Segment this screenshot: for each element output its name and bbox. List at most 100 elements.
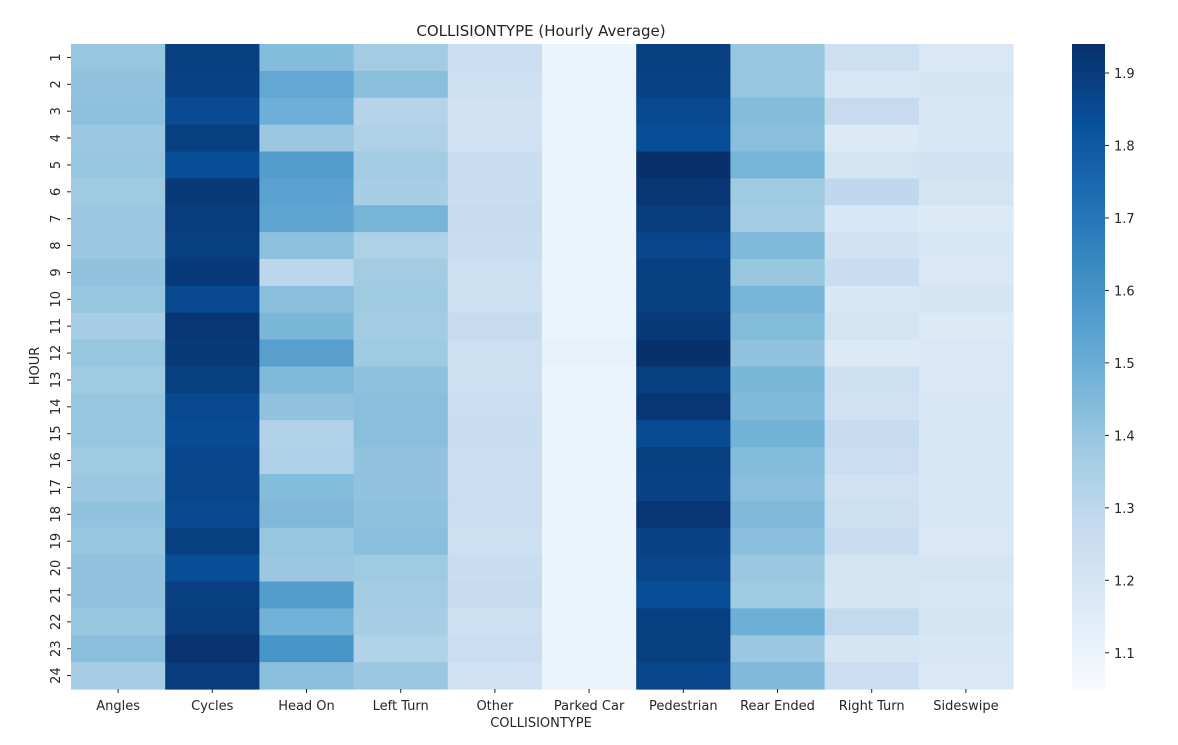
heatmap-cell [824,662,920,690]
heatmap-cell [824,366,920,394]
heatmap-cell [542,420,637,448]
x-tick-label: Sideswipe [933,699,998,714]
heatmap-cell [447,124,543,153]
heatmap-cell [542,259,637,287]
x-tick-label: Right Turn [839,699,905,714]
heatmap-cell [447,259,543,287]
heatmap-cell [730,70,826,99]
heatmap-cell [447,635,543,663]
heatmap-cell [353,339,449,368]
heatmap-cell [353,447,449,475]
heatmap-cell [71,178,166,206]
heatmap-cell [165,339,260,368]
heatmap-cell [353,70,449,99]
x-tick-label: Parked Car [554,699,625,714]
heatmap-cell [447,205,543,233]
heatmap-cell [542,500,637,529]
heatmap-cell [165,662,260,690]
heatmap-cell [71,366,166,394]
heatmap-cell [165,259,260,287]
heatmap-cell [353,124,449,153]
heatmap-cell [636,635,731,663]
heatmap-cell [165,151,260,179]
heatmap-cell [918,312,1014,341]
x-tick-label: Rear Ended [740,699,815,714]
y-tick-label: 14 [49,399,64,416]
heatmap-cell [353,500,449,529]
heatmap-cell [259,420,355,448]
heatmap-cell [824,500,920,529]
heatmap-cell [918,178,1014,206]
heatmap-cell [353,285,449,314]
heatmap-cell [636,662,731,690]
heatmap-cell [447,44,543,72]
y-tick-label: 17 [49,479,64,496]
heatmap-cell [730,232,826,260]
heatmap-cell [353,635,449,663]
heatmap-cell [542,662,637,690]
heatmap-cell [71,581,166,609]
heatmap-cell [730,205,826,233]
y-tick-label: 7 [49,215,64,223]
heatmap-cell [730,554,826,583]
heatmap-cell [824,259,920,287]
heatmap-cell [824,285,920,314]
heatmap-cell [542,97,637,126]
heatmap-cell [353,44,449,72]
heatmap-cell [824,151,920,179]
heatmap-cell [730,178,826,206]
heatmap-cell [259,339,355,368]
heatmap-cell [542,554,637,583]
y-tick-label: 1 [49,53,64,61]
heatmap-cell [918,366,1014,394]
heatmap-cell [918,97,1014,126]
heatmap-cell [447,554,543,583]
heatmap-cell [447,285,543,314]
y-tick-label: 2 [49,80,64,88]
heatmap-cell [918,447,1014,475]
heatmap-cell [259,70,355,99]
y-tick-label: 16 [49,452,64,469]
heatmap-cell [165,527,260,556]
heatmap-cell [447,97,543,126]
heatmap-cell [259,285,355,314]
heatmap-cell [542,232,637,260]
heatmap-cell [636,205,731,233]
heatmap-cell [165,44,260,72]
heatmap-cell [636,500,731,529]
y-tick-label: 5 [49,161,64,169]
heatmap-cell [353,366,449,394]
y-tick-label: 6 [49,188,64,196]
heatmap-cell [824,312,920,341]
heatmap-cell [636,393,731,421]
colorbar-tick-label: 1.4 [1114,429,1135,444]
heatmap-cell [636,474,731,502]
heatmap-cell [165,205,260,233]
heatmap-cell [353,554,449,583]
y-tick-label: 11 [49,318,64,335]
heatmap-cell [259,232,355,260]
heatmap-cell [71,527,166,556]
heatmap-cell [353,205,449,233]
heatmap-cell [636,312,731,341]
y-tick-label: 20 [49,560,64,577]
heatmap-cell [730,500,826,529]
heatmap-cell [71,205,166,233]
heatmap-cell [165,447,260,475]
heatmap-cell [542,474,637,502]
heatmap-cell [447,178,543,206]
x-tick-label: Cycles [191,699,234,714]
heatmap-cells [71,44,1014,690]
heatmap-cell [165,474,260,502]
heatmap-cell [918,285,1014,314]
heatmap-cell [259,554,355,583]
heatmap-cell [824,70,920,99]
heatmap-cell [71,259,166,287]
heatmap-cell [71,151,166,179]
heatmap-cell [165,124,260,153]
heatmap-cell [824,232,920,260]
heatmap-cell [542,393,637,421]
heatmap-cell [824,474,920,502]
heatmap-cell [165,70,260,99]
